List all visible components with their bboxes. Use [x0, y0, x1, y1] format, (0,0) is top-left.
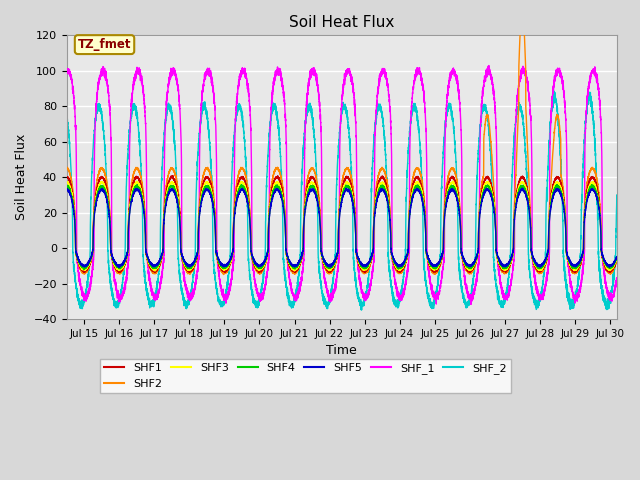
SHF5	[518, 185, 526, 191]
SHF_1	[613, 277, 621, 283]
X-axis label: Time: Time	[326, 344, 357, 357]
SHF5	[63, 186, 70, 192]
Title: Soil Heat Flux: Soil Heat Flux	[289, 15, 394, 30]
SHF5	[613, 254, 621, 260]
SHF2	[323, 269, 331, 275]
SHF_2	[63, 109, 70, 115]
SHF2	[63, 165, 70, 170]
SHF5	[590, 188, 598, 194]
Line: SHF4: SHF4	[67, 184, 617, 269]
SHF3	[465, 266, 473, 272]
Line: SHF_2: SHF_2	[67, 91, 617, 310]
SHF3	[449, 178, 456, 184]
SHF_2	[465, 302, 473, 308]
SHF5	[115, 264, 123, 270]
SHF_1	[583, 98, 591, 104]
Line: SHF1: SHF1	[67, 176, 617, 273]
SHF4	[613, 254, 621, 260]
SHF4	[81, 266, 88, 272]
SHF1	[465, 267, 473, 273]
SHF_1	[465, 295, 473, 300]
SHF4	[133, 181, 141, 187]
SHF_2	[613, 195, 621, 201]
SHF3	[481, 182, 488, 188]
SHF_2	[550, 88, 557, 94]
SHF3	[583, 192, 591, 197]
Line: SHF2: SHF2	[67, 8, 617, 275]
Line: SHF3: SHF3	[67, 181, 617, 271]
SHF1	[250, 259, 257, 265]
SHF1	[323, 266, 331, 272]
SHF4	[323, 264, 331, 270]
SHF5	[323, 262, 331, 267]
SHF3	[250, 260, 257, 265]
SHF_1	[63, 69, 70, 75]
Text: TZ_fmet: TZ_fmet	[78, 38, 131, 51]
SHF1	[481, 178, 488, 183]
SHF1	[255, 270, 263, 276]
SHF5	[250, 257, 257, 263]
SHF4	[63, 183, 70, 189]
SHF_2	[583, 104, 591, 110]
SHF1	[590, 175, 598, 180]
SHF5	[583, 198, 591, 204]
SHF_1	[250, 273, 257, 279]
SHF_1	[590, 68, 598, 73]
SHF3	[323, 265, 331, 271]
SHF4	[465, 265, 473, 271]
Y-axis label: Soil Heat Flux: Soil Heat Flux	[15, 134, 28, 220]
SHF2	[518, 5, 526, 11]
SHF2	[590, 167, 598, 172]
SHF4	[481, 186, 488, 192]
SHF_2	[481, 102, 488, 108]
SHF_2	[590, 122, 598, 128]
Legend: SHF1, SHF2, SHF3, SHF4, SHF5, SHF_1, SHF_2: SHF1, SHF2, SHF3, SHF4, SHF5, SHF_1, SHF…	[100, 359, 511, 393]
SHF2	[220, 272, 227, 277]
SHF2	[613, 256, 621, 262]
SHF5	[481, 191, 488, 197]
SHF_2	[358, 307, 365, 313]
SHF_1	[481, 77, 488, 83]
SHF4	[250, 258, 258, 264]
SHF_1	[485, 63, 493, 69]
SHF_1	[323, 287, 331, 293]
SHF2	[250, 262, 257, 267]
SHF3	[291, 268, 298, 274]
SHF3	[590, 181, 598, 187]
SHF3	[613, 255, 621, 261]
SHF4	[590, 185, 598, 191]
SHF1	[63, 175, 70, 180]
SHF3	[63, 180, 70, 185]
SHF1	[583, 189, 591, 194]
SHF2	[465, 269, 473, 275]
SHF4	[583, 195, 591, 201]
SHF5	[465, 263, 473, 269]
Line: SHF_1: SHF_1	[67, 66, 617, 304]
Line: SHF5: SHF5	[67, 188, 617, 267]
SHF1	[613, 257, 621, 263]
SHF2	[583, 180, 591, 186]
SHF_2	[250, 297, 257, 303]
SHF1	[169, 173, 177, 179]
SHF2	[481, 128, 488, 134]
SHF_1	[467, 301, 475, 307]
SHF_2	[323, 301, 331, 307]
